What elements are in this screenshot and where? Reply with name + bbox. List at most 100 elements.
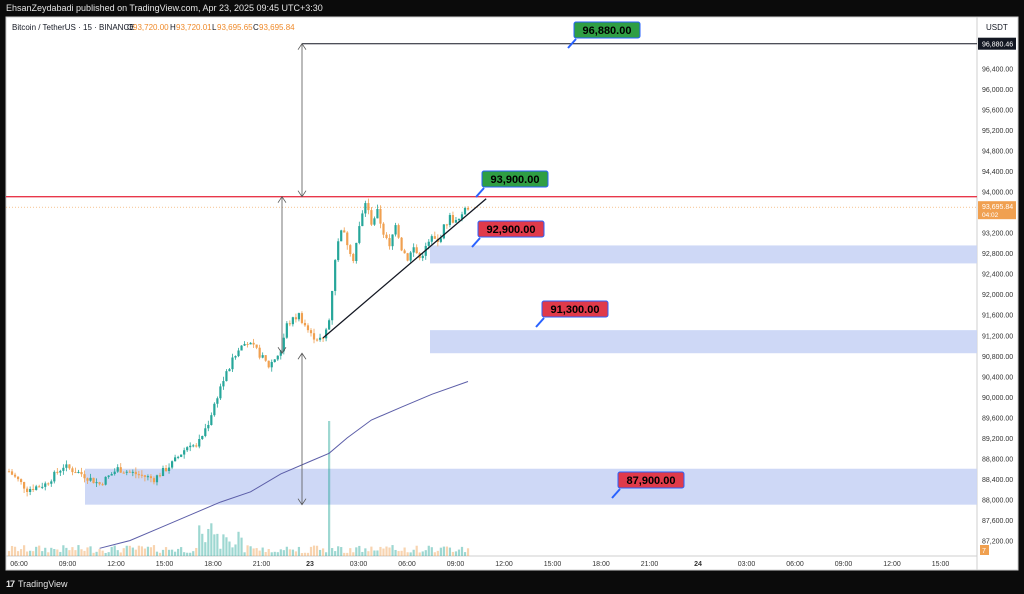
branding-bar: 17 TradingView xyxy=(0,575,1024,594)
volume-bar xyxy=(29,550,32,556)
candle-body xyxy=(433,236,436,239)
candle-body xyxy=(382,223,385,235)
candle-body xyxy=(457,218,461,221)
volume-bar xyxy=(167,549,171,556)
volume-bar xyxy=(149,547,153,556)
zone-2 xyxy=(430,330,977,354)
volume-bar xyxy=(231,547,234,556)
volume-bar xyxy=(403,547,406,556)
ohlc-high-label: H xyxy=(170,23,176,32)
candle-body xyxy=(16,476,20,480)
candle-body xyxy=(358,226,361,243)
candle-body xyxy=(439,238,442,242)
candle-body xyxy=(364,203,367,214)
volume-bar xyxy=(77,545,80,556)
level-label-2: 93,900.00 xyxy=(491,174,540,186)
target-measure-arrow-head xyxy=(297,190,307,198)
volume-bar xyxy=(291,549,294,556)
ascending-trendline xyxy=(322,198,487,339)
candle-body xyxy=(152,478,156,483)
level-label-box xyxy=(481,170,549,188)
level-label-pointer xyxy=(567,38,577,49)
candle-body xyxy=(137,474,140,476)
volume-bar xyxy=(424,550,427,556)
zone-1 xyxy=(430,245,977,264)
candle-body xyxy=(183,450,186,455)
volume-bar xyxy=(391,545,394,556)
candle-body xyxy=(303,322,307,326)
price-tick-label: 96,400.00 xyxy=(982,66,1013,73)
candle-body xyxy=(355,242,358,262)
candle-body xyxy=(213,403,216,416)
volume-bar xyxy=(152,545,156,556)
price-axis[interactable] xyxy=(976,16,1019,571)
candle-body xyxy=(50,481,53,484)
candle-body xyxy=(77,471,80,473)
volume-bar xyxy=(86,547,89,556)
candle-body xyxy=(35,486,38,490)
candle-body xyxy=(198,439,201,447)
volume-bar xyxy=(125,545,128,556)
volume-bar xyxy=(328,421,331,556)
candle-body xyxy=(252,342,255,345)
candle-body xyxy=(71,468,74,473)
candle-body xyxy=(451,215,455,223)
ohlc-close: 93,695.84 xyxy=(259,23,295,32)
candle-body xyxy=(346,232,349,246)
candle-body xyxy=(186,447,189,451)
volume-bar xyxy=(439,547,442,556)
candle-body xyxy=(340,230,343,242)
candle-body xyxy=(367,203,370,211)
candle-body xyxy=(65,464,68,468)
volume-bar xyxy=(376,550,379,556)
candle-body xyxy=(273,359,276,362)
time-tick-label: 12:00 xyxy=(883,561,901,568)
candle-body xyxy=(59,470,62,473)
candle-body xyxy=(409,252,412,261)
volume-bar xyxy=(122,548,125,556)
volume-bar xyxy=(255,548,258,556)
candle-body xyxy=(80,471,83,475)
symbol-title: Bitcoin / TetherUS · 15 · BINANCE xyxy=(12,23,135,32)
time-tick-label: 18:00 xyxy=(592,561,610,568)
volume-bar xyxy=(19,549,23,556)
candle-body xyxy=(104,476,107,485)
time-tick-label: 06:00 xyxy=(786,561,804,568)
candle-body xyxy=(41,486,44,488)
volume-bar xyxy=(285,546,288,556)
volume-bar xyxy=(207,528,210,556)
price-tick-label: 91,200.00 xyxy=(982,333,1013,340)
volume-bar xyxy=(412,549,415,556)
candle-body xyxy=(44,483,47,487)
volume-bar xyxy=(466,548,470,556)
candle-body xyxy=(309,330,313,334)
time-axis[interactable] xyxy=(5,555,978,571)
volume-bar xyxy=(89,546,92,556)
time-tick-label: 06:00 xyxy=(10,561,28,568)
target-axis-tag xyxy=(978,37,1016,50)
volume-bar xyxy=(177,548,180,556)
candle-body xyxy=(376,209,379,219)
candle-body xyxy=(415,247,418,254)
last-price-tag xyxy=(978,201,1016,220)
volume-bar xyxy=(107,552,110,556)
candle-body xyxy=(328,320,331,330)
volume-bar xyxy=(83,550,86,556)
level-label-box xyxy=(477,220,545,238)
candle-body xyxy=(294,317,297,320)
level-label-box xyxy=(541,300,609,318)
volume-bar xyxy=(288,549,291,556)
volume-bar xyxy=(32,551,35,556)
zone-3 xyxy=(85,468,977,505)
price-tick-label: 88,400.00 xyxy=(982,477,1013,484)
volume-bar xyxy=(249,546,252,556)
volume-bar xyxy=(161,549,165,556)
pattern-measure-arrow-head xyxy=(277,195,287,203)
candle-body xyxy=(98,482,101,485)
volume-bar xyxy=(267,549,270,556)
volume-bar xyxy=(134,549,137,556)
candle-body xyxy=(174,457,177,462)
candle-body xyxy=(343,230,346,233)
candle-body xyxy=(101,484,104,486)
